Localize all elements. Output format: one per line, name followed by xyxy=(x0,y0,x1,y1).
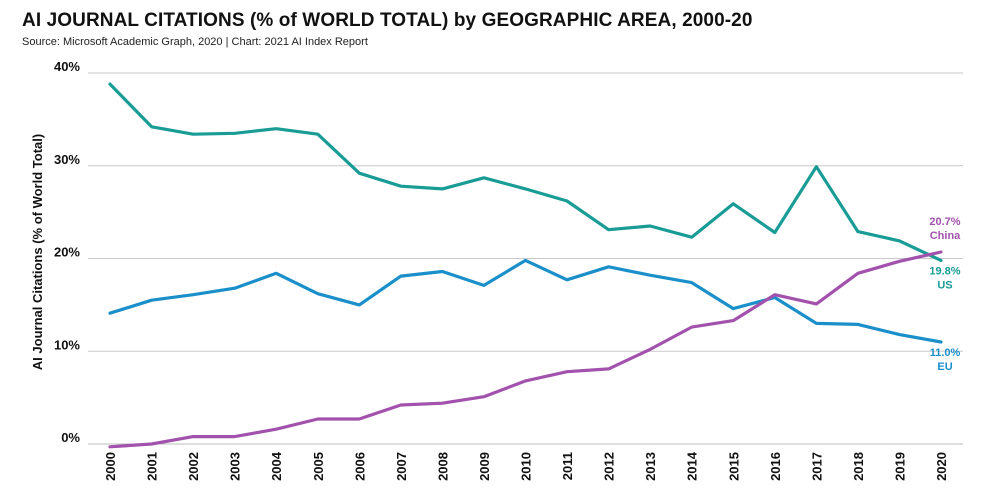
x-tick-label: 2006 xyxy=(352,452,367,481)
x-tick-label: 2013 xyxy=(643,452,658,481)
end-value-label: 19.8% xyxy=(929,265,960,277)
x-tick-label: 2010 xyxy=(519,452,534,481)
x-tick-label: 2009 xyxy=(477,452,492,481)
series-line-china xyxy=(108,250,943,449)
x-tick-label: 2015 xyxy=(726,452,741,481)
series-name-label: US xyxy=(937,279,952,291)
x-tick-label: 2011 xyxy=(560,452,575,480)
x-tick-label: 2001 xyxy=(145,452,160,481)
x-tick-label: 2018 xyxy=(851,452,866,481)
y-tick-label: 20% xyxy=(54,245,80,260)
end-value-label: 11.0% xyxy=(930,347,961,359)
y-tick-label: 30% xyxy=(54,152,80,167)
series-line-us xyxy=(108,82,943,262)
x-tick-label: 2004 xyxy=(269,451,284,481)
x-tick-label: 2000 xyxy=(103,452,118,481)
x-tick-label: 2017 xyxy=(809,452,824,481)
y-axis: 0% 10% 20% 30% 40% xyxy=(54,59,80,445)
x-tick-label: 2005 xyxy=(311,452,326,481)
series-name-label: EU xyxy=(937,361,952,373)
x-tick-label: 2007 xyxy=(394,452,409,481)
series-line-eu xyxy=(108,258,943,344)
x-tick-label: 2012 xyxy=(602,452,617,481)
x-tick-label: 2003 xyxy=(228,452,243,481)
y-axis-label: AI Journal Citations (% of World Total) xyxy=(30,134,45,370)
x-tick-label: 2016 xyxy=(768,452,783,481)
series-name-label: China xyxy=(930,230,961,242)
x-tick-label: 2020 xyxy=(934,452,949,481)
x-tick-label: 2014 xyxy=(685,451,700,481)
y-tick-label: 0% xyxy=(61,430,80,445)
y-tick-label: 40% xyxy=(54,59,80,74)
x-tick-label: 2019 xyxy=(892,452,907,481)
x-axis: 2000 2001 2002 2003 2004 2005 2006 2007 2008 2009… xyxy=(103,451,949,481)
end-value-label: 20.7% xyxy=(929,216,960,228)
gridlines xyxy=(88,72,963,445)
x-tick-label: 2002 xyxy=(186,452,201,481)
chart-title: AI JOURNAL CITATIONS (% of WORLD TOTAL) … xyxy=(22,10,753,31)
y-tick-label: 10% xyxy=(54,337,80,352)
chart-subtitle: Source: Microsoft Academic Graph, 2020 |… xyxy=(22,36,368,48)
series-lines xyxy=(108,82,943,449)
x-tick-label: 2008 xyxy=(435,452,450,481)
series-end-labels: 19.8% US 11.0% EU 20.7% China xyxy=(929,216,961,373)
